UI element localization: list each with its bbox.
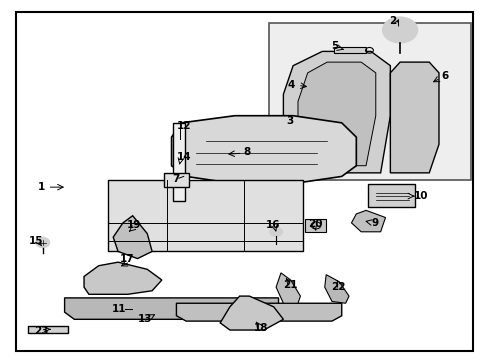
Polygon shape	[305, 219, 325, 232]
Bar	[334, 48, 366, 53]
Text: 10: 10	[413, 191, 427, 201]
Bar	[268, 23, 469, 180]
Bar	[108, 180, 302, 251]
Polygon shape	[297, 62, 375, 166]
Bar	[368, 184, 414, 207]
Polygon shape	[220, 296, 283, 330]
Polygon shape	[171, 116, 356, 184]
Circle shape	[36, 238, 49, 248]
Text: 21: 21	[283, 280, 297, 291]
Text: 22: 22	[330, 282, 345, 292]
Circle shape	[269, 227, 282, 237]
Text: 14: 14	[176, 152, 191, 162]
Text: 5: 5	[330, 41, 337, 51]
Text: 13: 13	[137, 314, 152, 324]
Text: 18: 18	[253, 323, 268, 333]
Text: 7: 7	[171, 174, 179, 184]
Polygon shape	[276, 273, 300, 303]
Text: 6: 6	[441, 71, 448, 81]
Text: 23: 23	[34, 326, 48, 336]
Polygon shape	[176, 303, 341, 321]
Bar	[28, 326, 68, 333]
Polygon shape	[389, 62, 438, 173]
Text: 12: 12	[176, 121, 191, 131]
Text: 15: 15	[29, 236, 43, 246]
Text: 3: 3	[286, 116, 293, 126]
Polygon shape	[113, 216, 152, 258]
Polygon shape	[324, 275, 348, 303]
Bar	[172, 123, 184, 202]
Text: 4: 4	[287, 80, 295, 90]
Text: 11: 11	[112, 304, 126, 314]
Text: 9: 9	[370, 218, 378, 228]
Polygon shape	[64, 298, 278, 319]
Text: 16: 16	[265, 220, 279, 230]
Text: 2: 2	[388, 16, 396, 26]
Circle shape	[382, 17, 417, 43]
Polygon shape	[84, 262, 162, 294]
Text: 1: 1	[38, 182, 45, 192]
Polygon shape	[283, 51, 389, 173]
Bar	[164, 173, 188, 187]
Text: 20: 20	[307, 219, 322, 229]
Polygon shape	[351, 210, 385, 232]
Text: 8: 8	[243, 147, 250, 157]
Text: 17: 17	[119, 254, 134, 264]
Text: 19: 19	[126, 220, 141, 230]
